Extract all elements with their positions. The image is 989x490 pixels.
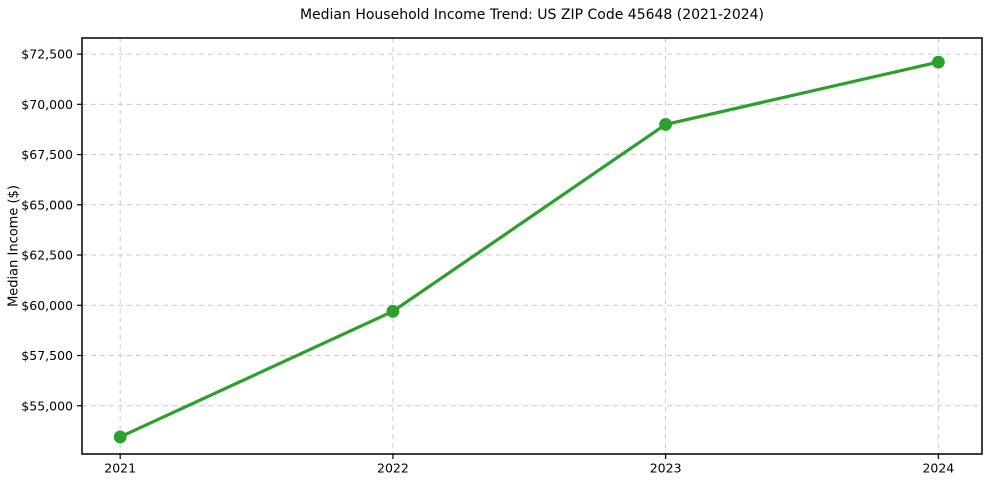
y-tick-label: $55,000: [21, 398, 73, 413]
y-tick-label: $70,000: [21, 97, 73, 112]
y-tick-label: $72,500: [21, 47, 73, 62]
data-point-2021: [113, 430, 127, 444]
y-tick-label: $57,500: [21, 348, 73, 363]
data-point-2023: [659, 118, 673, 131]
income-trend-line: [118, 60, 940, 439]
data-point-2022: [386, 304, 400, 318]
y-tick-label: $67,500: [21, 147, 73, 162]
data-point-2024: [931, 55, 945, 69]
x-tick-label: 2023: [650, 461, 682, 476]
y-tick-label: $60,000: [21, 298, 73, 313]
x-tick-label: 2021: [104, 461, 136, 476]
x-tick-label: 2022: [377, 461, 409, 476]
x-tick-label: 2024: [922, 461, 954, 476]
chart-title: Median Household Income Trend: US ZIP Co…: [299, 7, 765, 23]
y-tick-label: $62,500: [21, 248, 73, 263]
plot-frame: [81, 37, 983, 455]
y-tick-label: $65,000: [21, 197, 73, 212]
